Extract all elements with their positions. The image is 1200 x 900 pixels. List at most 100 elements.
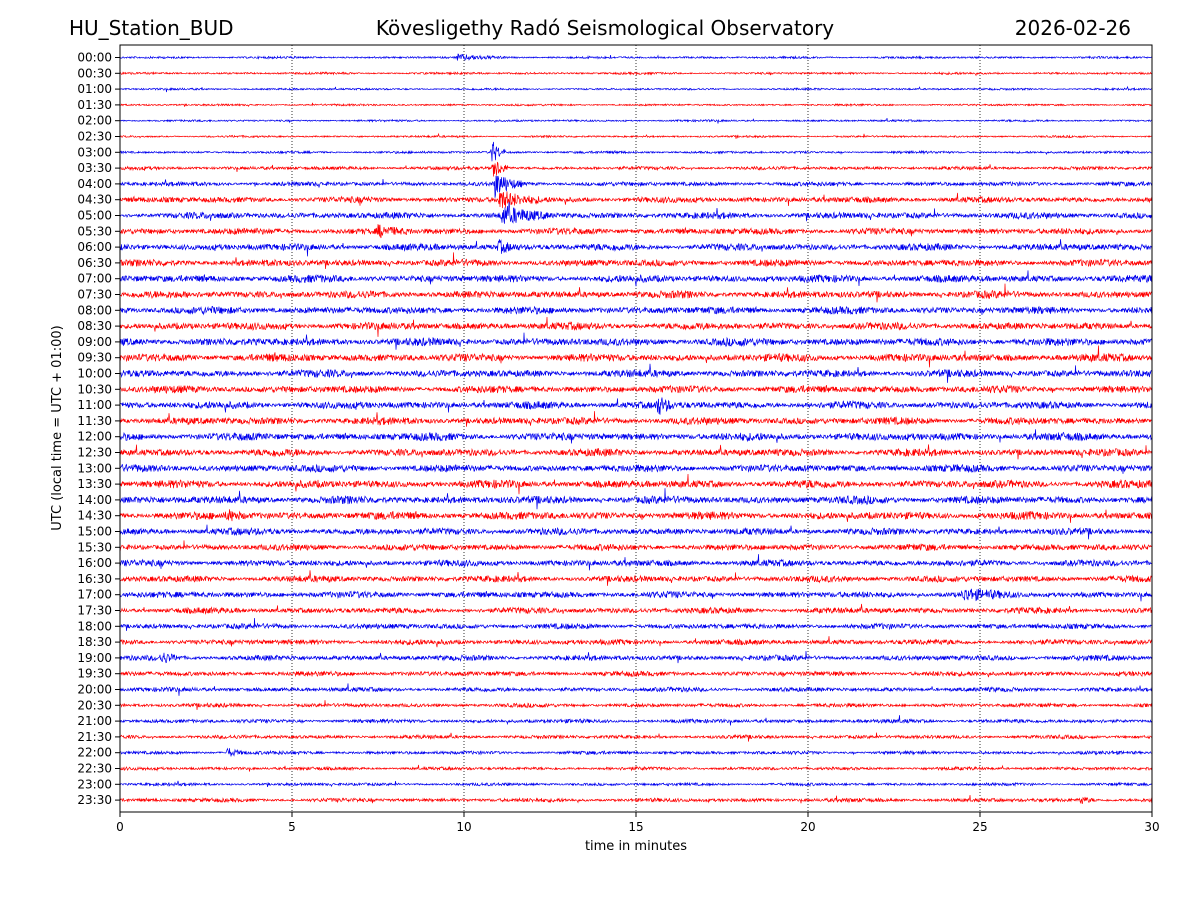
y-tick-label: 16:30	[77, 572, 112, 586]
y-tick-label: 17:00	[77, 588, 112, 602]
y-tick-label: 21:30	[77, 730, 112, 744]
y-tick-label: 00:30	[77, 66, 112, 80]
seismogram-trace	[119, 252, 1153, 270]
y-tick-label: 20:00	[77, 683, 112, 697]
seismogram-trace	[119, 316, 1153, 337]
plot-frame	[119, 44, 1153, 813]
seismogram-trace	[119, 118, 1152, 124]
y-tick-label: 10:00	[77, 367, 112, 381]
y-tick-label: 11:30	[77, 414, 112, 428]
seismogram-trace	[119, 670, 1153, 678]
seismogram-trace	[119, 524, 1153, 540]
seismogram-trace	[119, 224, 1152, 239]
seismogram-trace	[119, 570, 1153, 586]
y-tick-label: 03:00	[77, 145, 112, 159]
seismogram-trace	[119, 191, 1153, 209]
y-tick-label: 22:30	[77, 762, 112, 776]
y-tick-label: 02:30	[77, 130, 112, 144]
y-tick-label: 09:00	[77, 335, 112, 349]
y-tick-label: 18:30	[77, 635, 112, 649]
seismogram-trace	[119, 363, 1153, 383]
x-tick-label: 30	[1144, 820, 1159, 834]
seismogram-trace	[119, 488, 1153, 510]
y-tick-label: 05:00	[77, 209, 112, 223]
y-tick-label: 15:30	[77, 540, 112, 554]
y-tick-label: 08:30	[77, 319, 112, 333]
seismogram-trace	[119, 397, 1153, 415]
seismogram-trace	[119, 780, 1153, 788]
seismogram-trace	[119, 132, 1153, 139]
seismogram-trace	[119, 270, 1153, 287]
y-tick-label: 13:30	[77, 477, 112, 491]
seismogram-trace	[119, 332, 1153, 350]
seismogram-trace	[119, 345, 1153, 368]
y-tick-label: 14:30	[77, 509, 112, 523]
y-tick-label: 06:00	[77, 240, 112, 254]
seismogram-trace	[119, 509, 1153, 523]
station-title: HU_Station_BUD	[69, 16, 234, 40]
y-tick-label: 12:30	[77, 446, 112, 460]
x-axis-label: time in minutes	[585, 839, 687, 854]
y-tick-label: 12:00	[77, 430, 112, 444]
y-tick-label: 04:00	[77, 177, 112, 191]
seismogram-trace	[119, 161, 1153, 177]
y-tick-label: 13:00	[77, 461, 112, 475]
seismogram-trace	[119, 102, 1153, 108]
seismogram-trace	[119, 715, 1153, 726]
y-tick-label: 03:30	[77, 161, 112, 175]
seismogram-trace	[119, 683, 1153, 696]
date-title: 2026-02-26	[1015, 16, 1131, 40]
y-tick-label: 02:00	[77, 114, 112, 128]
seismogram-trace	[119, 650, 1153, 664]
y-tick-label: 14:00	[77, 493, 112, 507]
x-tick-label: 0	[116, 820, 124, 834]
x-tick-label: 10	[456, 820, 471, 834]
chart-title: Kövesligethy Radó Seismological Observat…	[376, 16, 834, 40]
seismogram-trace	[119, 71, 1153, 77]
y-tick-label: 06:30	[77, 256, 112, 270]
seismogram-trace	[119, 444, 1153, 460]
y-axis-label: UTC (local time = UTC + 01:00)	[50, 325, 65, 530]
y-tick-label: 22:00	[77, 746, 112, 760]
seismogram-trace	[119, 700, 1153, 710]
seismogram-trace	[119, 764, 1153, 772]
y-tick-label: 07:00	[77, 272, 112, 286]
seismogram-trace	[119, 141, 1153, 162]
y-tick-label: 05:30	[77, 224, 112, 238]
grid-lines	[291, 45, 981, 812]
seismogram-trace	[119, 732, 1153, 742]
seismogram-trace	[119, 794, 1153, 805]
seismogram-trace	[119, 636, 1153, 648]
y-tick-label: 18:00	[77, 619, 112, 633]
y-tick-label: 23:00	[77, 777, 112, 791]
seismogram-trace	[119, 588, 1153, 602]
seismogram-trace	[119, 463, 1153, 474]
y-tick-label: 20:30	[77, 698, 112, 712]
seismogram-trace	[119, 429, 1153, 444]
seismogram-trace	[119, 239, 1153, 257]
x-tick-label: 20	[800, 820, 815, 834]
y-tick-label: 00:00	[77, 51, 112, 65]
y-tick-label: 08:00	[77, 303, 112, 317]
y-tick-label: 04:30	[77, 193, 112, 207]
y-tick-label: 23:30	[77, 793, 112, 807]
x-tick-label: 5	[288, 820, 296, 834]
seismogram-trace	[119, 411, 1153, 427]
seismogram-trace	[119, 473, 1153, 495]
x-tick-label: 15	[628, 820, 643, 834]
y-tick-label: 11:00	[77, 398, 112, 412]
y-tick-label: 15:00	[77, 525, 112, 539]
y-tick-label: 16:00	[77, 556, 112, 570]
y-tick-label: 19:00	[77, 651, 112, 665]
y-tick-label: 01:30	[77, 98, 112, 112]
y-tick-label: 21:00	[77, 714, 112, 728]
y-tick-label: 10:30	[77, 382, 112, 396]
seismogram-trace	[119, 53, 1153, 61]
seismogram-trace	[119, 540, 1153, 553]
seismogram-trace	[119, 85, 1153, 93]
seismogram-trace	[119, 747, 1153, 757]
x-tick-label: 25	[972, 820, 987, 834]
y-tick-label: 17:30	[77, 604, 112, 618]
seismogram-traces	[119, 53, 1153, 805]
